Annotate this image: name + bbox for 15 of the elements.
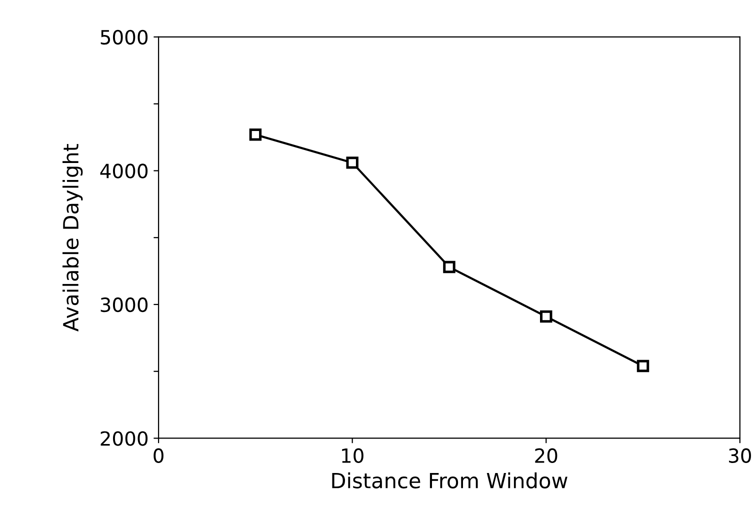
y-axis-title: Available Daylight <box>62 144 83 332</box>
x-tick-label: 20 <box>535 448 558 464</box>
x-axis-title: Distance From Window <box>332 472 568 488</box>
y-tick-label: 3000 <box>100 297 148 312</box>
point <box>636 360 650 372</box>
y-tick-label: 5000 <box>100 30 148 45</box>
point <box>540 310 552 323</box>
x-tick-label: 30 <box>729 448 751 464</box>
point <box>443 260 456 274</box>
point <box>249 128 262 141</box>
point <box>346 156 358 169</box>
x-tick-label: 0 <box>154 448 164 464</box>
y-tick-label: 2000 <box>100 431 148 446</box>
x-tick-label: 10 <box>342 448 364 464</box>
y-tick-label: 4000 <box>100 164 148 178</box>
